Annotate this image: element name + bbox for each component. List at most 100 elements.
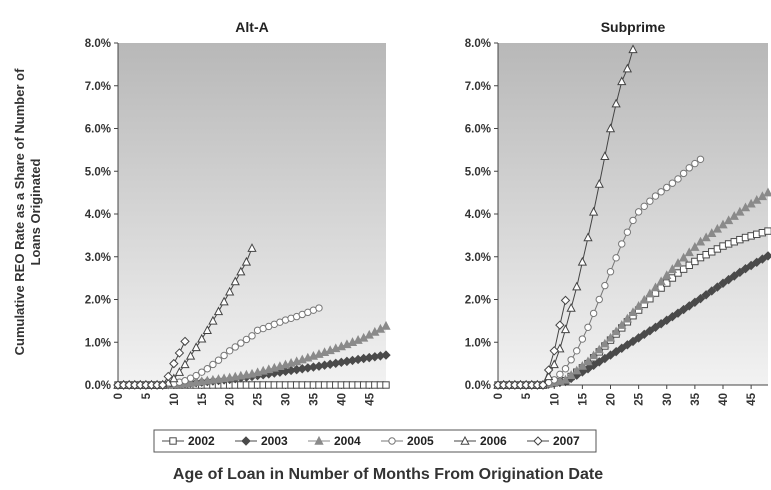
x-tick-label: 30	[281, 393, 293, 406]
data-point-2003	[757, 254, 768, 264]
y-tick-label: 2.0%	[465, 295, 491, 307]
legend-label: 2007	[553, 434, 580, 448]
data-point-2006	[611, 98, 621, 108]
data-point-2006	[225, 286, 235, 296]
data-point-2006	[549, 359, 559, 369]
x-tick-label: 35	[308, 392, 320, 405]
data-point-2005	[315, 304, 323, 312]
y-tick-label: 0.0%	[85, 380, 111, 392]
data-point-2002	[679, 265, 688, 273]
data-point-2006	[583, 232, 593, 242]
data-point-2004	[718, 219, 728, 229]
x-tick-label: 45	[746, 392, 758, 405]
data-point-2004	[560, 374, 571, 384]
data-point-2003	[645, 326, 655, 336]
data-point-2004	[566, 370, 576, 379]
data-point-2003	[667, 311, 678, 322]
data-point-2005	[231, 343, 239, 351]
x-tick-label: 35	[690, 392, 702, 405]
data-point-2004	[723, 215, 734, 225]
x-tick-label: 25	[634, 392, 646, 405]
data-point-2006	[605, 123, 616, 133]
data-point-2006	[219, 296, 229, 306]
data-point-2005	[561, 365, 570, 373]
data-point-2004	[617, 320, 627, 329]
data-point-2003	[701, 290, 711, 300]
legend-label: 2002	[188, 434, 215, 448]
data-point-2003	[684, 301, 694, 311]
x-tick-label: 5	[521, 392, 533, 399]
y-tick-label: 3.0%	[85, 252, 111, 264]
data-point-2005	[634, 208, 643, 216]
data-point-2003	[673, 308, 683, 318]
data-point-2006	[208, 315, 218, 325]
data-point-2005	[209, 360, 217, 369]
data-point-2005	[640, 202, 648, 211]
data-point-2003	[600, 353, 610, 364]
x-tick-label: 20	[606, 393, 618, 406]
data-point-2006	[617, 76, 627, 86]
data-point-2005	[657, 188, 665, 196]
data-point-2005	[601, 281, 609, 290]
data-point-2005	[589, 309, 598, 318]
data-point-2005	[220, 351, 228, 360]
legend-item-2002: 2002	[162, 434, 215, 448]
data-point-2003	[650, 322, 661, 332]
y-tick-label: 5.0%	[465, 166, 491, 178]
data-point-2006	[202, 325, 212, 334]
data-point-2005	[556, 370, 564, 379]
data-point-2003	[712, 282, 723, 292]
panel-title: Alt-A	[235, 19, 268, 35]
data-point-2004	[701, 232, 711, 242]
data-point-2006	[560, 324, 571, 334]
data-point-2004	[628, 307, 638, 317]
data-point-2005	[696, 155, 705, 163]
x-tick-label: 10	[169, 393, 181, 406]
data-point-2007	[560, 295, 571, 306]
data-point-2004	[633, 301, 644, 310]
data-point-2006	[191, 342, 201, 352]
data-point-2004	[588, 350, 599, 360]
data-point-2005	[674, 175, 682, 183]
data-point-2006	[247, 243, 257, 252]
x-tick-label: 15	[197, 392, 209, 405]
data-point-2005	[629, 216, 637, 225]
data-point-2005	[242, 335, 251, 344]
data-point-2004	[673, 258, 683, 267]
y-axis-label-line2: Loans Originated	[28, 158, 43, 265]
data-point-2003	[695, 293, 706, 304]
chart-panel-2: Subprime 0.0% 1.0% 2.0% 3.0% 4.0% 5.0% 6.0% 7.0%…	[465, 19, 771, 406]
legend-label: 2005	[407, 434, 434, 448]
data-point-2004	[729, 211, 739, 220]
data-point-2004	[678, 252, 689, 262]
data-point-2006	[197, 333, 207, 343]
legend-item-2004: 2004	[308, 434, 361, 448]
data-point-2007	[169, 358, 179, 369]
data-point-2005	[685, 164, 693, 172]
x-tick-label: 5	[141, 392, 153, 399]
data-point-2007	[180, 336, 190, 347]
y-tick-label: 7.0%	[465, 81, 491, 93]
x-tick-label: 40	[336, 393, 348, 406]
legend-item-2005: 2005	[381, 434, 434, 448]
x-tick-label: 25	[253, 392, 265, 405]
data-point-2004	[695, 236, 706, 246]
data-point-2004	[572, 365, 582, 375]
legend-marker-2004	[314, 435, 324, 445]
x-tick-label: 15	[577, 392, 589, 405]
x-tick-label: 0	[113, 393, 125, 399]
data-point-2005	[646, 197, 654, 205]
data-point-2005	[623, 228, 632, 236]
legend-marker-2006	[460, 435, 470, 445]
data-point-2005	[668, 179, 677, 187]
data-point-2004	[611, 326, 621, 336]
data-point-2005	[651, 192, 660, 200]
data-point-2003	[690, 297, 700, 307]
data-point-2004	[600, 338, 610, 348]
y-tick-label: 8.0%	[465, 38, 491, 50]
legend-box	[153, 429, 597, 453]
data-point-2004	[662, 270, 672, 280]
data-point-2006	[566, 302, 576, 312]
data-point-2006	[594, 179, 604, 188]
